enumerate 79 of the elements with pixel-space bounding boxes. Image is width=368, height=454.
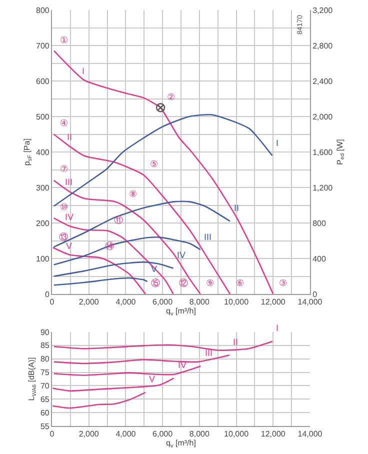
annotation: ④ [60,118,68,128]
annotation: ⑦ [60,164,68,174]
y-tick-label: 200 [36,218,50,228]
series-label: I [82,66,85,76]
x-tick-label: 14,000 [298,298,323,307]
series-label: III [65,177,73,187]
y-tick-label: 0 [44,290,50,299]
y-tick-label: 65 [40,394,50,404]
x-tick-label: 2,000 [78,430,100,439]
x-tick-label: 6,000 [152,298,174,307]
line-series [53,277,148,286]
x-tick-label: 8,000 [189,430,210,439]
x-tick-label: 4,000 [116,298,136,307]
annotation: ⑮ [151,278,160,288]
line-series [52,392,146,409]
y2-tick-label: 0 [312,290,318,299]
x-tick-label: 14,000 [298,430,323,439]
x-tick-label: 10,000 [224,298,250,307]
annotation: ⑫ [179,278,188,288]
x-axis-title: q$_{v}$ [m³/h] [166,438,196,450]
y-tick-label: 800 [36,6,50,15]
x-tick-label: 12,000 [260,430,286,439]
y2-tick-label: 3,200 [312,6,334,15]
y2-tick-label: 1,200 [312,183,334,192]
x-tick-label: 12,000 [260,298,286,307]
y-tick-label: 90 [40,328,50,337]
series-label: I [276,323,279,333]
line-series [52,378,174,392]
annotation: ① [60,35,68,45]
series-label: IV [177,250,186,260]
y2-tick-label: 2,800 [312,41,334,50]
x-tick-label: 4,000 [116,430,136,439]
y2-tick-label: 400 [312,254,326,264]
x-axis-title: q$_{v}$ [m³/h] [166,306,196,318]
y-tick-label: 600 [36,76,50,86]
line-series [53,180,201,294]
y2-tick-label: 1,600 [312,148,334,157]
y-tick-label: 70 [40,382,50,391]
line-series [53,50,274,294]
y-tick-label: 55 [40,422,50,431]
annotation: ③ [279,278,288,288]
y-tick-label: 500 [36,112,50,122]
y-tick-label: 85 [40,341,50,350]
annotation: ⑥ [236,278,244,288]
annotation: ⑩ [60,202,68,212]
series-label: II [234,203,240,213]
x-tick-label: 8,000 [189,298,210,307]
y-tick-label: 80 [40,354,50,364]
y-tick-label: 400 [36,148,50,157]
annotation: ⑨ [206,278,214,288]
line-series [53,134,231,294]
y-tick-label: 60 [40,408,50,418]
series-label: III [204,232,212,242]
annotation: ⑬ [59,232,68,242]
y-tick-label: 75 [40,368,50,378]
x-tick-label: 6,000 [152,430,174,439]
line-series [53,200,231,248]
series-label: IV [178,360,187,370]
annotation: ⑧ [129,189,138,199]
y2-tick-label: 800 [312,218,326,228]
line-series [53,340,274,351]
y-tick-label: 300 [36,183,50,192]
x-tick-label: 2,000 [78,298,100,307]
line-series [53,261,174,277]
series-label: IV [65,212,74,222]
series-label: V [149,374,156,384]
series-label: V [66,241,72,251]
x-tick-label: 10,000 [224,430,250,439]
series-label: II [233,337,238,347]
annotation: ⑪ [114,215,123,225]
y-tick-label: 700 [36,41,50,50]
annotation: ② [167,92,176,102]
series-label: III [205,348,213,358]
y2-tick-label: 2,000 [312,112,334,122]
y-tick-label: 100 [36,254,50,264]
y2-tick-label: 2,400 [312,76,334,86]
series-label: I [276,138,279,148]
annotation: ⑤ [150,159,158,169]
series-label: II [67,132,72,142]
